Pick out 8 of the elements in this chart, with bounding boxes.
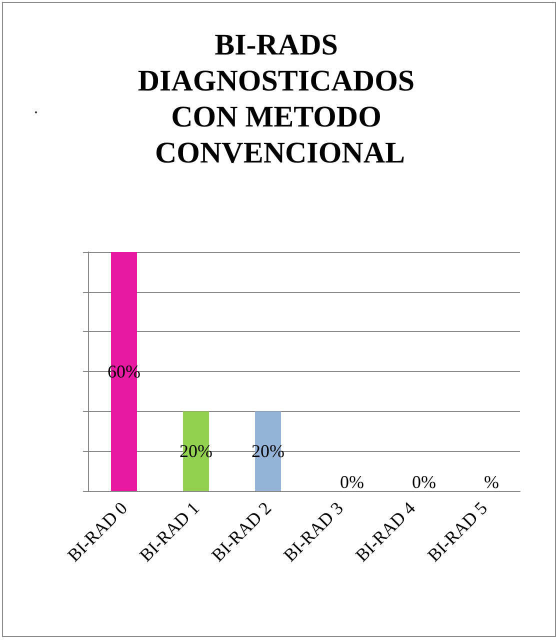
- data-label: 60%: [108, 362, 140, 382]
- data-label: 20%: [180, 441, 212, 462]
- data-label: 20%: [252, 441, 284, 462]
- chart-title: BI-RADS DIAGNOSTICADOS CON METODO CONVENCIONAL: [138, 28, 422, 170]
- data-label: 0%: [412, 472, 436, 492]
- data-label: %: [484, 472, 499, 492]
- text: .: [34, 100, 38, 118]
- data-label: 0%: [340, 472, 364, 492]
